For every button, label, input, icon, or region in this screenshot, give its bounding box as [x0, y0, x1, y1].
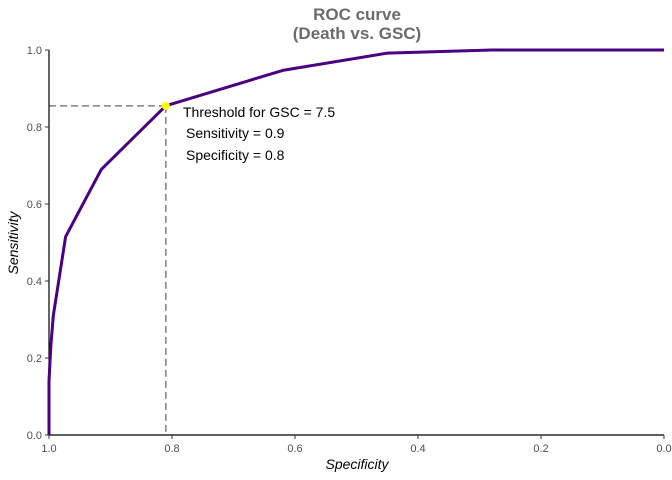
y-tick-label: 1.0	[27, 45, 42, 57]
y-tick-label: 0.6	[27, 199, 42, 211]
roc-curve-line	[47, 48, 664, 435]
threshold-guides	[49, 105, 167, 435]
y-axis-ticks: 0.0 0.2 0.4 0.6 0.8 1.0	[27, 45, 49, 442]
chart-title-line2: (Death vs. GSC)	[293, 24, 421, 43]
annotation-specificity: Specificity = 0.8	[186, 147, 285, 163]
threshold-point	[161, 101, 170, 110]
y-tick-label: 0.8	[27, 122, 42, 134]
x-tick-label: 0.6	[287, 443, 302, 455]
chart-title-line1: ROC curve	[313, 5, 401, 24]
y-tick-label: 0.2	[27, 353, 42, 365]
x-tick-label: 1.0	[41, 443, 56, 455]
y-axis-label: Sensitivity	[5, 210, 21, 274]
y-tick-label: 0.0	[27, 430, 42, 442]
annotation-threshold: Threshold for GSC = 7.5	[183, 104, 335, 120]
annotation-sensitivity: Sensitivity = 0.9	[186, 125, 285, 141]
x-tick-label: 0.8	[164, 443, 179, 455]
x-axis-label: Specificity	[325, 456, 389, 472]
x-tick-label: 0.0	[656, 443, 671, 455]
x-tick-label: 0.2	[533, 443, 548, 455]
y-tick-label: 0.4	[27, 276, 42, 288]
x-tick-label: 0.4	[410, 443, 425, 455]
x-axis-ticks: 1.0 0.8 0.6 0.4 0.2 0.0	[41, 435, 672, 455]
